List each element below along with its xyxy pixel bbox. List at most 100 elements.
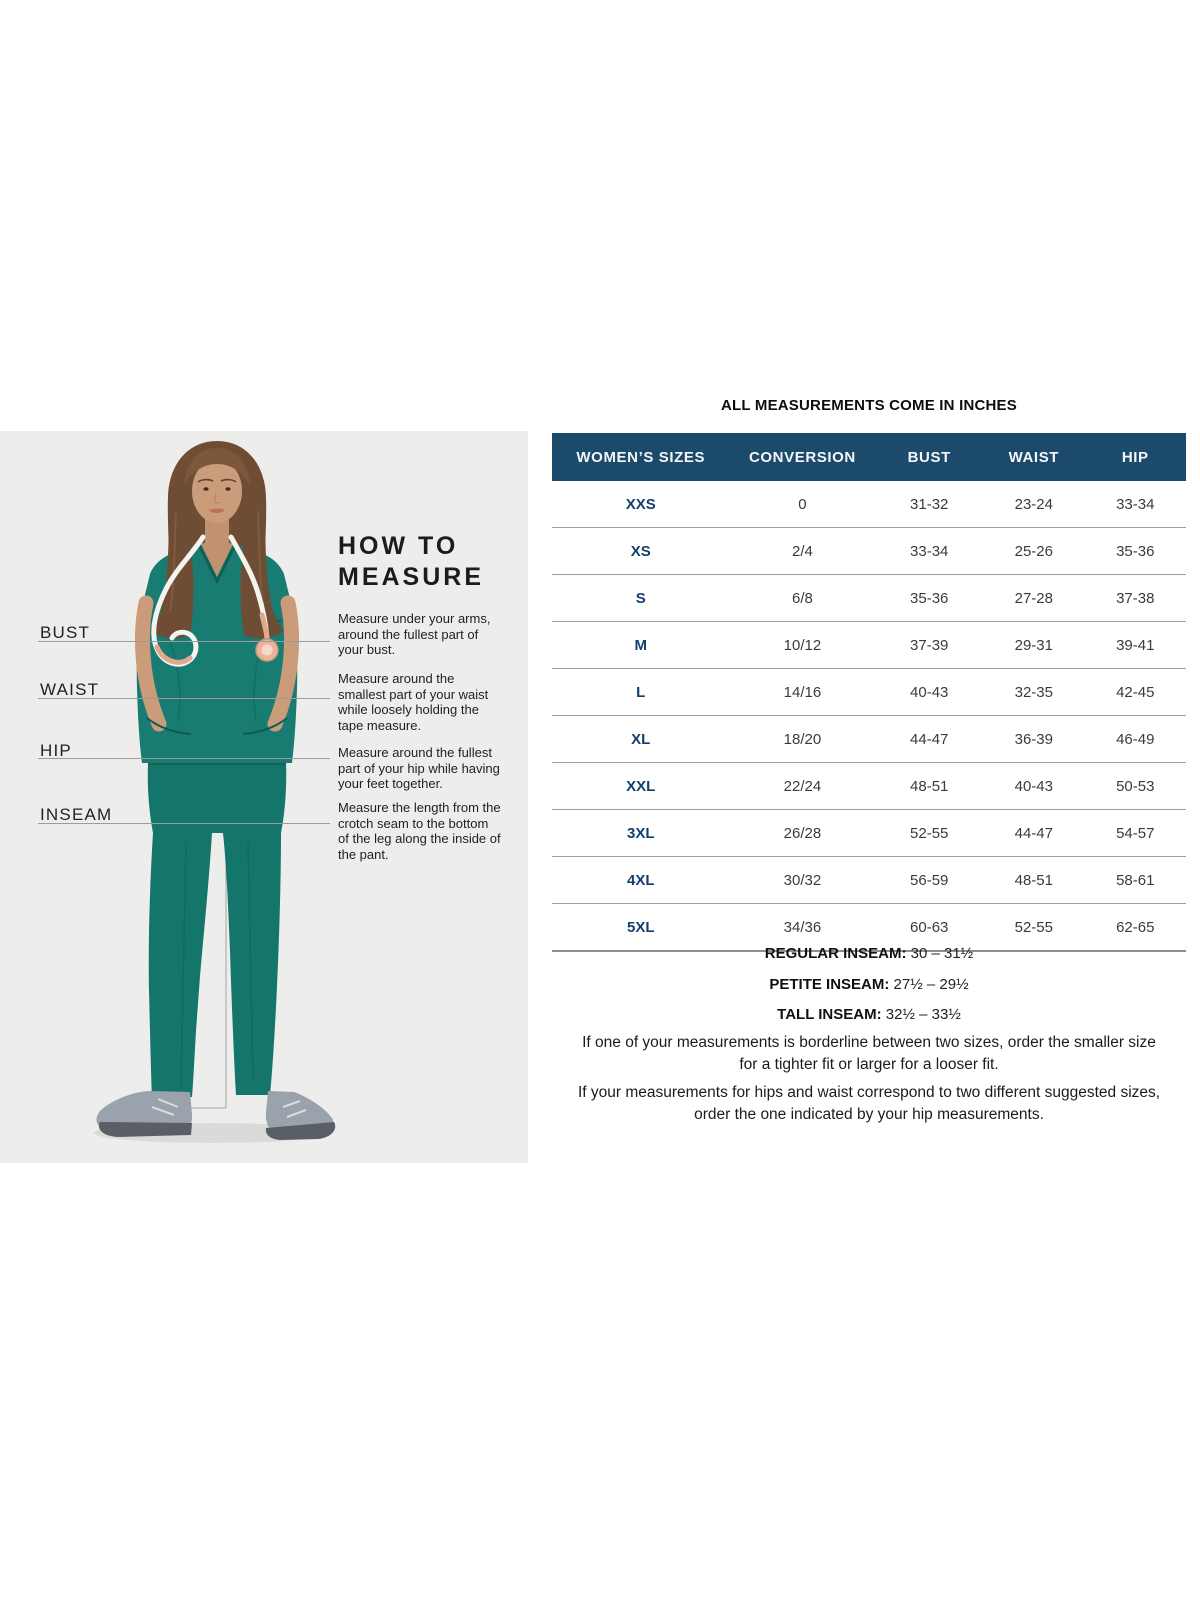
scrubs-model-illustration	[94, 441, 336, 1143]
conversion-cell: 10/12	[729, 621, 876, 669]
right-shoe	[265, 1091, 336, 1140]
scrub-pants	[147, 763, 287, 1097]
heading-line-1: HOW TO	[338, 532, 459, 560]
size-chart-title: ALL MEASUREMENTS COME IN INCHES	[721, 397, 1017, 414]
conversion-cell: 14/16	[729, 668, 876, 716]
regular-inseam-value: 30 – 31½	[910, 945, 974, 962]
size-cell: XL	[552, 715, 730, 763]
how-to-measure-panel: BUST WAIST HIP INSEAM HOW TO MEASURE Mea…	[0, 431, 528, 1163]
pocket-slits	[146, 717, 288, 735]
conversion-cell: 26/28	[729, 809, 876, 857]
fit-note-hip-priority: If your measurements for hips and waist …	[577, 1084, 1161, 1123]
size-cell: XXS	[552, 481, 730, 528]
left-shoe	[96, 1091, 193, 1137]
bust-cell: 37-39	[875, 621, 984, 669]
size-table-row: XXL 22/24 48-51 40-43 50-53	[552, 762, 1186, 810]
waist-cell: 23-24	[983, 481, 1085, 528]
col-bust: BUST	[875, 433, 984, 481]
size-table-row: 3XL 26/28 52-55 44-47 54-57	[552, 809, 1186, 857]
size-table-row: XS 2/4 33-34 25-26 35-36	[552, 527, 1186, 575]
bust-cell: 52-55	[875, 809, 984, 857]
bust-cell: 40-43	[875, 668, 984, 716]
hip-cell: 39-41	[1084, 621, 1186, 669]
size-table-row: S 6/8 35-36 27-28 37-38	[552, 574, 1186, 622]
hip-cell: 42-45	[1084, 668, 1186, 716]
size-cell: S	[552, 574, 730, 622]
petite-inseam-label: PETITE INSEAM:	[769, 975, 890, 993]
hip-cell: 46-49	[1084, 715, 1186, 763]
col-womens-sizes: WOMEN’S SIZES	[552, 433, 730, 481]
size-cell: 5XL	[552, 903, 730, 952]
inseam-description: Measure the length from the crotch seam …	[338, 800, 501, 862]
size-table-header: WOMEN’S SIZES CONVERSION BUST WAIST HIP	[552, 433, 1186, 481]
pants-creases	[148, 763, 286, 1087]
inseam-notes: REGULAR INSEAM: 30 – 31½ PETITE INSEAM: …	[552, 939, 1186, 1031]
fit-note-borderline: If one of your measurements is borderlin…	[582, 1034, 1156, 1073]
size-cell: 3XL	[552, 809, 730, 857]
col-waist: WAIST	[983, 433, 1085, 481]
size-table-row: XL 18/20 44-47 36-39 46-49	[552, 715, 1186, 763]
size-cell: XXL	[552, 762, 730, 810]
hip-cell: 54-57	[1084, 809, 1186, 857]
conversion-cell: 30/32	[729, 856, 876, 904]
conversion-cell: 22/24	[729, 762, 876, 810]
waist-cell: 25-26	[983, 527, 1085, 575]
conversion-cell: 18/20	[729, 715, 876, 763]
left-arm	[134, 595, 167, 732]
hip-cell: 62-65	[1084, 903, 1186, 952]
size-cell: L	[552, 668, 730, 716]
stethoscope	[151, 534, 279, 667]
size-table-row: L 14/16 40-43 32-35 42-45	[552, 668, 1186, 716]
waist-description: Measure around the smallest part of your…	[338, 671, 489, 733]
tall-inseam-note: TALL INSEAM: 32½ – 33½	[552, 1000, 1186, 1031]
size-table-row: M 10/12 37-39 29-31 39-41	[552, 621, 1186, 669]
size-chart-table: WOMEN’S SIZES CONVERSION BUST WAIST HIP …	[552, 433, 1186, 952]
v-neck-trim	[197, 544, 237, 585]
bust-cell: 48-51	[875, 762, 984, 810]
waist-cell: 52-55	[983, 903, 1085, 952]
petite-inseam-note: PETITE INSEAM: 27½ – 29½	[552, 970, 1186, 1001]
hip-description: Measure around the fullest part of your …	[338, 745, 500, 791]
bust-cell: 35-36	[875, 574, 984, 622]
size-table-row: 5XL 34/36 60-63 52-55 62-65	[552, 903, 1186, 952]
hip-cell: 35-36	[1084, 527, 1186, 575]
waist-cell: 48-51	[983, 856, 1085, 904]
col-hip: HIP	[1084, 433, 1186, 481]
hip-guide-line	[38, 758, 330, 759]
waist-label: WAIST	[40, 680, 100, 699]
regular-inseam-note: REGULAR INSEAM: 30 – 31½	[552, 939, 1186, 970]
waist-cell: 36-39	[983, 715, 1085, 763]
waist-cell: 40-43	[983, 762, 1085, 810]
waist-cell: 29-31	[983, 621, 1085, 669]
hip-cell: 37-38	[1084, 574, 1186, 622]
bust-description: Measure under your arms, around the full…	[338, 611, 491, 657]
tall-inseam-value: 32½ – 33½	[885, 1006, 961, 1023]
bust-label: BUST	[40, 623, 91, 642]
size-table-body: XXS 0 31-32 23-24 33-34 XS 2/4 33-34 25-…	[552, 481, 1186, 952]
inseam-label: INSEAM	[40, 805, 113, 824]
size-table-row: XXS 0 31-32 23-24 33-34	[552, 481, 1186, 528]
bust-cell: 56-59	[875, 856, 984, 904]
inseam-guide-line	[38, 823, 330, 824]
conversion-cell: 2/4	[729, 527, 876, 575]
right-arm	[267, 595, 300, 732]
hair-top	[184, 448, 250, 484]
waist-cell: 44-47	[983, 809, 1085, 857]
waist-cell: 32-35	[983, 668, 1085, 716]
hip-label: HIP	[40, 741, 72, 760]
bust-cell: 31-32	[875, 481, 984, 528]
bust-cell: 44-47	[875, 715, 984, 763]
hip-cell: 58-61	[1084, 856, 1186, 904]
size-table-row: 4XL 30/32 56-59 48-51 58-61	[552, 856, 1186, 904]
hair-front	[150, 484, 284, 639]
how-to-measure-heading: HOW TO MEASURE	[338, 531, 484, 593]
face-features	[197, 478, 237, 513]
size-cell: M	[552, 621, 730, 669]
conversion-cell: 34/36	[729, 903, 876, 952]
col-conversion: CONVERSION	[729, 433, 876, 481]
waist-guide-line	[38, 698, 330, 699]
conversion-cell: 0	[729, 481, 876, 528]
size-cell: 4XL	[552, 856, 730, 904]
heading-line-2: MEASURE	[338, 563, 485, 591]
